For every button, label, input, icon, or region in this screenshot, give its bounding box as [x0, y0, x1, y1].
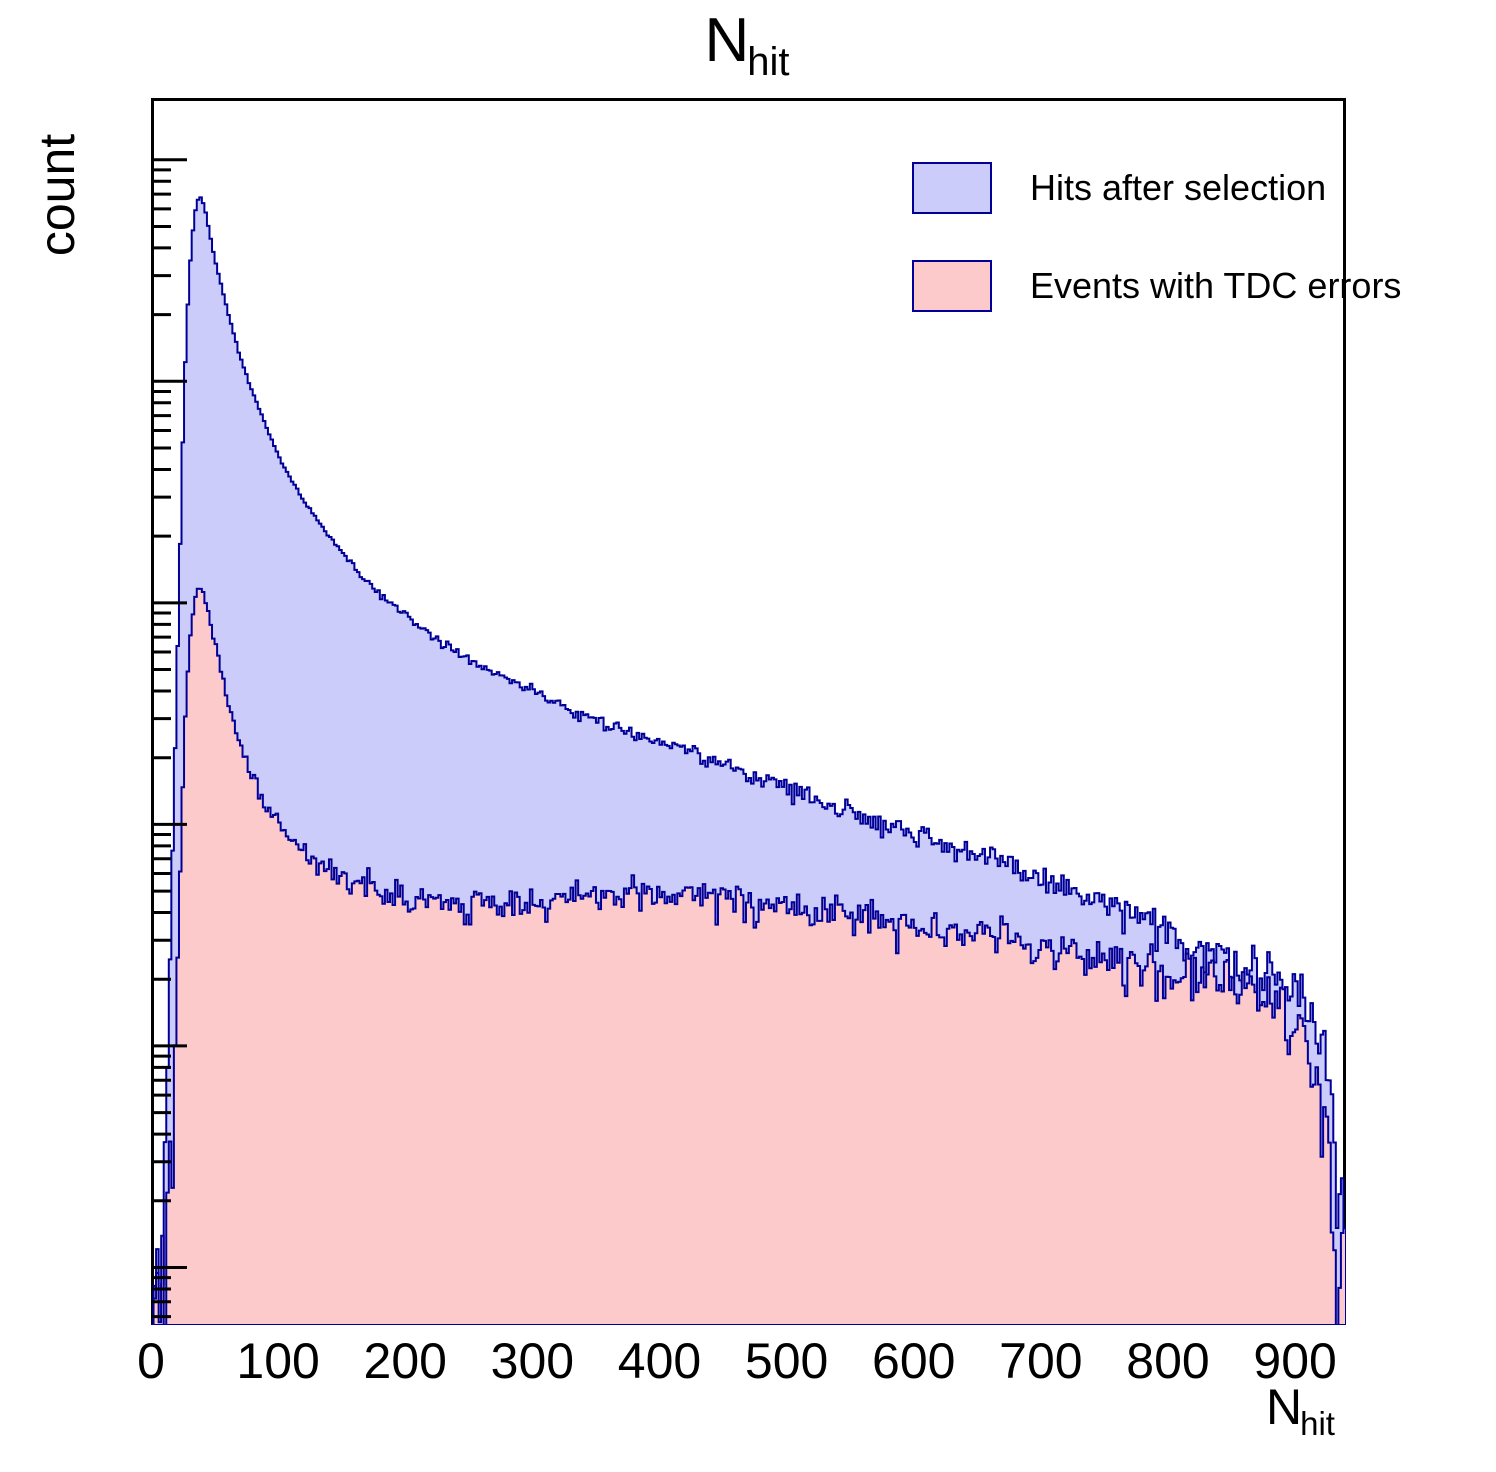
x-axis-title: Nhit — [1266, 1379, 1337, 1442]
title-main: N — [704, 6, 750, 75]
title-subscript: hit — [747, 40, 790, 84]
x-axis-title-subscript: hit — [1300, 1405, 1335, 1442]
histogram-plot — [151, 98, 1346, 1325]
legend-entry: Events with TDC errors — [912, 250, 1401, 322]
axis-tick-marks — [151, 160, 1346, 1325]
x-tick-label: 200 — [363, 1333, 447, 1389]
page-title: Nhit — [0, 6, 1496, 84]
x-tick-label: 100 — [236, 1333, 320, 1389]
x-tick-label: 500 — [744, 1333, 829, 1389]
x-tick-label: 900 — [1253, 1333, 1337, 1389]
x-tick-label: 800 — [1126, 1333, 1210, 1389]
histogram-events-with-tdc-errors — [151, 589, 1346, 1325]
legend-swatch-events-with-tdc-errors — [912, 260, 992, 312]
x-tick-label: 700 — [999, 1333, 1083, 1389]
legend-swatch-hits-after-selection — [912, 162, 992, 214]
x-axis-title-main: N — [1266, 1379, 1303, 1435]
legend: Hits after selection Events with TDC err… — [912, 152, 1401, 348]
x-tick-label: 0 — [137, 1333, 165, 1389]
legend-entry: Hits after selection — [912, 152, 1326, 224]
legend-label-hits-after-selection: Hits after selection — [1030, 167, 1327, 208]
x-tick-label: 300 — [490, 1333, 575, 1389]
series-events-with-tdc-errors — [151, 589, 1346, 1325]
x-tick-label: 400 — [617, 1333, 702, 1389]
x-tick-label: 600 — [872, 1333, 956, 1389]
legend-label-events-with-tdc-errors: Events with TDC errors — [1030, 265, 1402, 306]
